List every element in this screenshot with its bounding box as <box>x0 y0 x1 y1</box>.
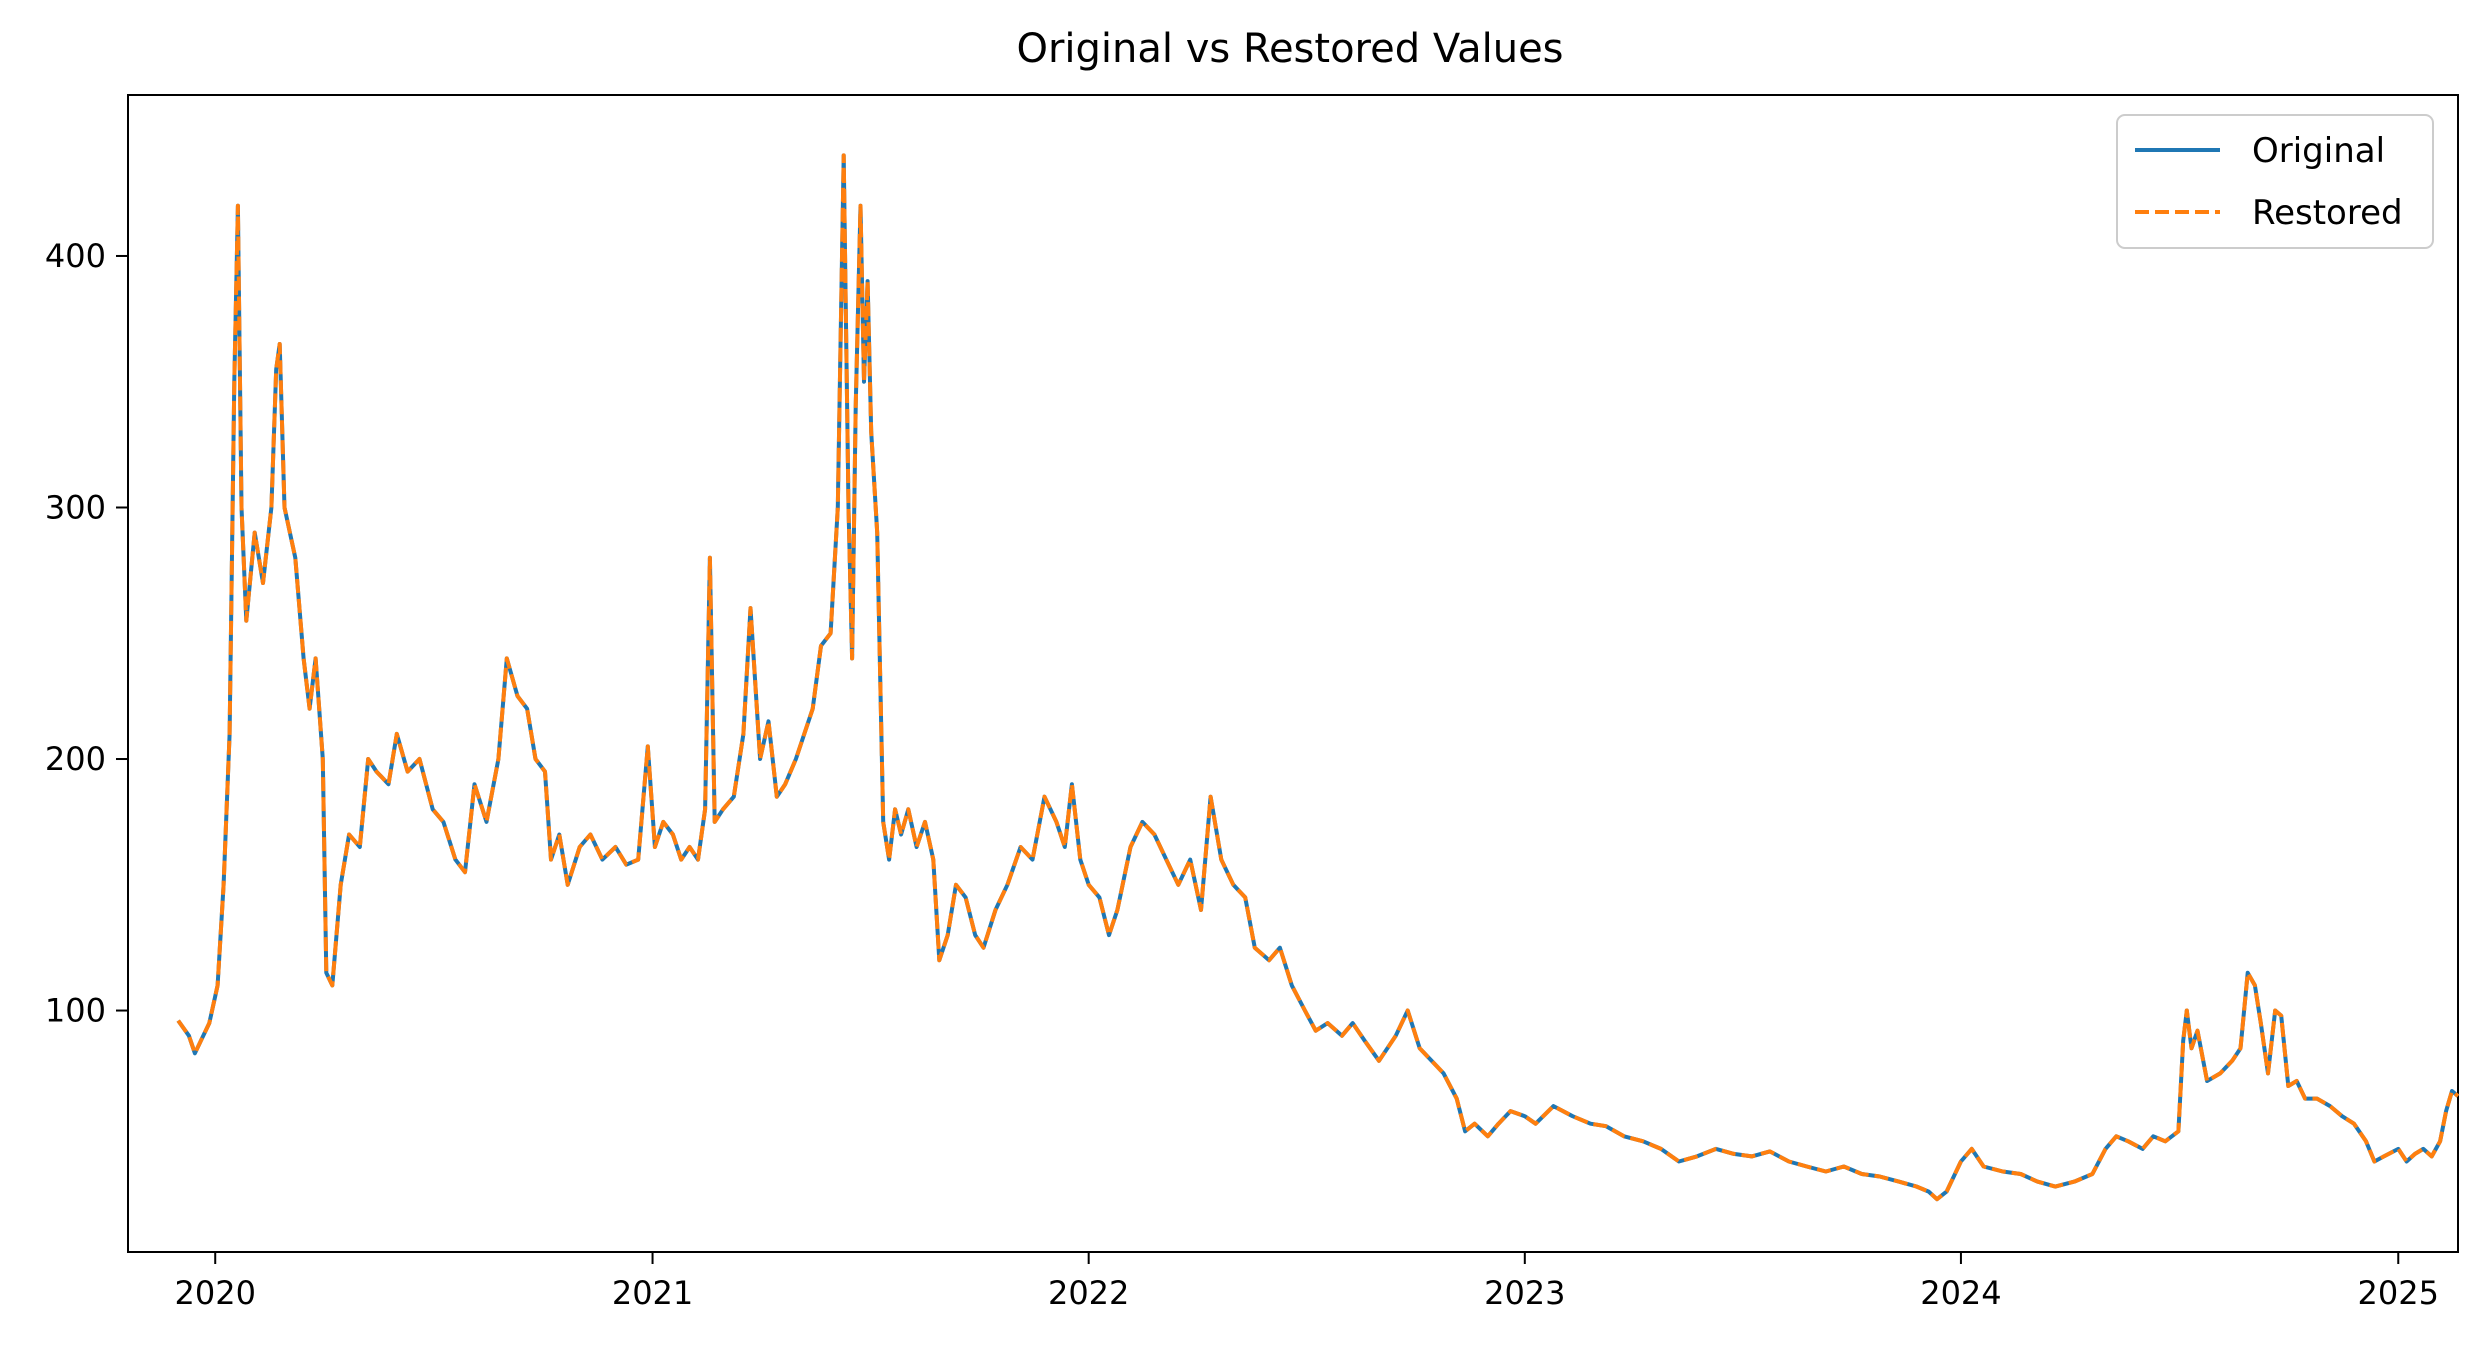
series-line-restored <box>176 153 2460 1202</box>
x-axis: 2020 2021 2022 2023 2024 2025 <box>175 1252 2439 1312</box>
x-tick-label: 2020 <box>175 1274 256 1312</box>
x-tick-label: 2024 <box>1920 1274 2001 1312</box>
chart-title: Original vs Restored Values <box>1016 26 1563 72</box>
y-tick-label: 200 <box>45 740 106 778</box>
x-tick-label: 2023 <box>1484 1274 1565 1312</box>
legend-label-restored: Restored <box>2252 193 2403 233</box>
x-tick-label: 2021 <box>612 1274 693 1312</box>
series-layer <box>176 153 2460 1202</box>
legend-label-original: Original <box>2252 131 2385 171</box>
y-tick-label: 100 <box>45 992 106 1030</box>
legend: Original Restored <box>2116 114 2434 249</box>
x-tick-label: 2022 <box>1048 1274 1129 1312</box>
y-tick-label: 400 <box>45 237 106 275</box>
x-tick-label: 2025 <box>2358 1274 2439 1312</box>
plot-area <box>127 94 2459 1253</box>
y-axis: 100 200 300 400 <box>45 237 128 1030</box>
y-tick-label: 300 <box>45 488 106 526</box>
